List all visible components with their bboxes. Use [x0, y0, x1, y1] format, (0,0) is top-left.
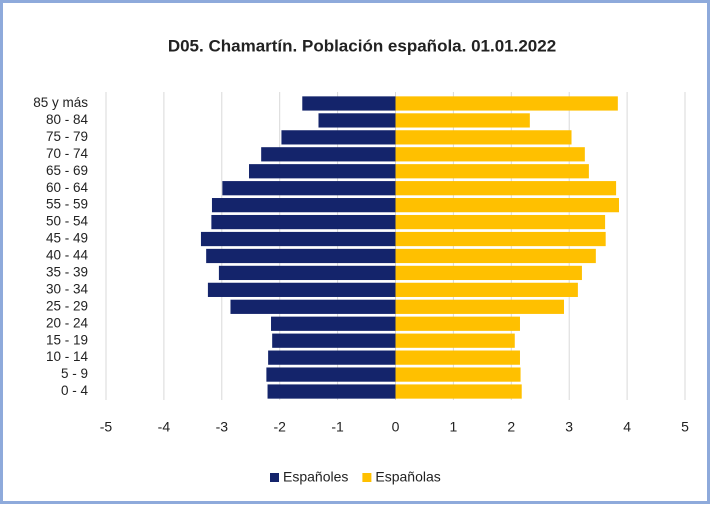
bar — [395, 96, 618, 111]
x-tick-label: 1 — [450, 419, 458, 435]
bar — [211, 214, 396, 230]
y-tick-label: 80 - 84 — [46, 112, 89, 127]
x-tick-label: -2 — [273, 419, 286, 435]
y-tick-label: 35 - 39 — [46, 264, 88, 279]
bar — [395, 130, 572, 145]
bar — [222, 181, 396, 196]
bar — [395, 164, 589, 179]
bar — [267, 384, 396, 399]
y-tick-label: 60 - 64 — [46, 180, 89, 195]
y-tick-label: 15 - 19 — [46, 332, 88, 347]
y-tick-label: 0 - 4 — [61, 383, 89, 398]
x-tick-label: 4 — [623, 419, 631, 435]
bar — [395, 147, 585, 162]
x-tick-label: 5 — [681, 419, 689, 435]
bar — [207, 282, 396, 297]
x-tick-label: -5 — [100, 419, 113, 435]
bar — [395, 181, 617, 196]
y-tick-label: 50 - 54 — [46, 214, 89, 229]
legend-label: Españoles — [283, 469, 348, 485]
bar — [200, 231, 396, 247]
y-tick-label: 30 - 34 — [46, 281, 89, 296]
y-tick-label: 10 - 14 — [46, 349, 89, 364]
bar — [249, 164, 396, 179]
bar — [211, 198, 396, 213]
bar — [230, 299, 396, 314]
y-tick-label: 65 - 69 — [46, 163, 88, 178]
legend-label: Españolas — [375, 469, 440, 485]
bar — [395, 113, 530, 128]
bar — [271, 316, 396, 331]
x-tick-label: -1 — [331, 419, 344, 435]
y-tick-label: 85 y más — [33, 95, 88, 110]
y-tick-label: 40 - 44 — [46, 248, 89, 263]
y-tick-label: 55 - 59 — [46, 197, 88, 212]
bar — [395, 198, 619, 213]
y-tick-label: 20 - 24 — [46, 315, 89, 330]
y-tick-label: 25 - 29 — [46, 298, 88, 313]
bar — [395, 367, 521, 382]
y-tick-label: 5 - 9 — [61, 366, 88, 381]
y-tick-label: 75 - 79 — [46, 129, 88, 144]
bar — [395, 282, 578, 297]
bar — [395, 299, 564, 314]
x-tick-label: -4 — [158, 419, 171, 435]
bar — [395, 248, 596, 264]
bar — [272, 333, 396, 348]
bar — [395, 214, 606, 230]
bar — [395, 350, 520, 365]
x-tick-label: 2 — [507, 419, 515, 435]
y-tick-label: 70 - 74 — [46, 146, 89, 161]
bar — [395, 265, 582, 281]
bar — [281, 130, 396, 145]
x-tick-label: 3 — [565, 419, 573, 435]
bar — [218, 265, 396, 281]
y-tick-label: 45 - 49 — [46, 231, 88, 246]
bar — [395, 231, 606, 247]
legend-swatch — [270, 473, 279, 482]
x-tick-label: 0 — [392, 419, 400, 435]
bar — [261, 147, 396, 162]
bar — [318, 113, 396, 128]
legend-swatch — [362, 473, 372, 482]
x-tick-label: -3 — [216, 419, 229, 435]
bar — [395, 333, 515, 348]
bar — [268, 350, 396, 365]
bar — [302, 96, 396, 111]
bar — [395, 384, 522, 399]
bar — [395, 316, 520, 331]
bar — [206, 248, 396, 264]
bar — [266, 367, 396, 382]
chart-title: D05. Chamartín. Población española. 01.0… — [168, 36, 556, 55]
